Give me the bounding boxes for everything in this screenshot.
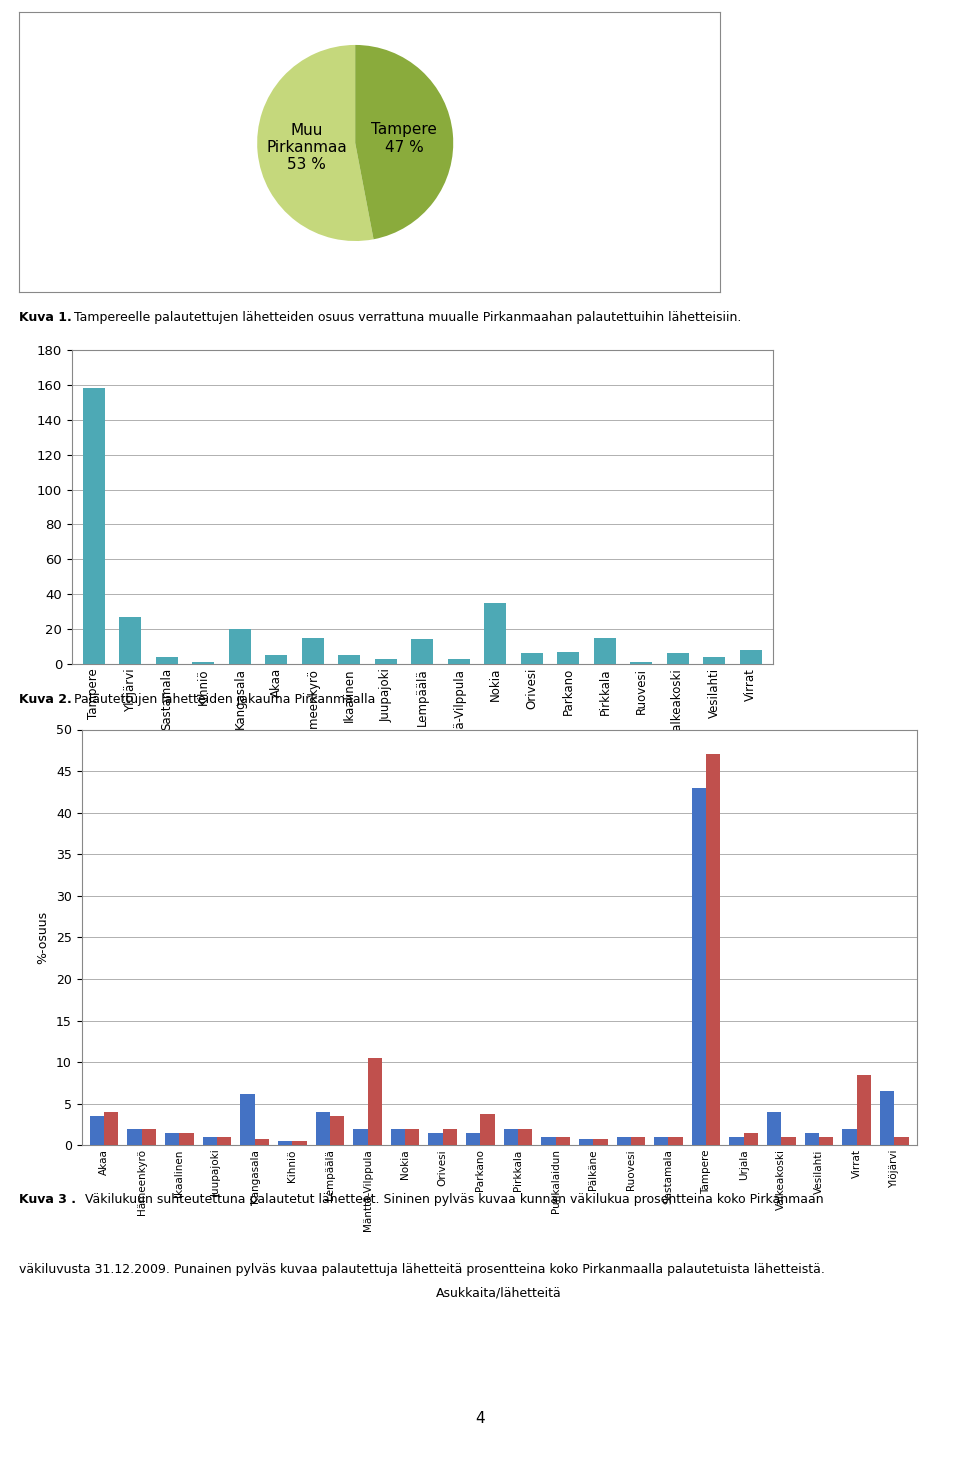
Bar [105, 1112, 118, 1145]
Bar [316, 1112, 330, 1145]
Bar [428, 1132, 443, 1145]
Bar [83, 388, 105, 664]
Bar [485, 603, 506, 664]
Bar [368, 1058, 382, 1145]
Bar [767, 1112, 781, 1145]
Bar [375, 658, 396, 664]
Wedge shape [257, 45, 373, 241]
Bar [730, 1137, 744, 1145]
Bar [781, 1137, 796, 1145]
Bar [165, 1132, 180, 1145]
Text: Palautettujen lähetteiden jakauma Pirkanmaalla: Palautettujen lähetteiden jakauma Pirkan… [70, 693, 375, 706]
Bar [448, 658, 469, 664]
Bar [292, 1141, 306, 1145]
Bar [240, 1094, 254, 1145]
Bar [142, 1129, 156, 1145]
Bar [558, 652, 579, 664]
Text: 4: 4 [475, 1411, 485, 1427]
Bar [819, 1137, 833, 1145]
Bar [707, 754, 720, 1145]
Bar [842, 1129, 856, 1145]
Bar [894, 1137, 908, 1145]
Bar [119, 617, 141, 664]
Bar [804, 1132, 819, 1145]
Bar [556, 1137, 570, 1145]
Bar [353, 1129, 368, 1145]
Text: Kuva 3 .: Kuva 3 . [19, 1193, 76, 1207]
Bar [541, 1137, 556, 1145]
Text: Tampere
47 %: Tampere 47 % [372, 123, 437, 155]
Bar [391, 1129, 405, 1145]
Bar [156, 657, 178, 664]
Bar [579, 1139, 593, 1145]
Bar [518, 1129, 532, 1145]
Bar [217, 1137, 231, 1145]
Bar [278, 1141, 292, 1145]
Bar [90, 1116, 105, 1145]
Bar [744, 1132, 758, 1145]
Bar [654, 1137, 668, 1145]
Y-axis label: %-osuus: %-osuus [36, 910, 49, 964]
Text: väkiluvusta 31.12.2009. Punainen pylväs kuvaa palautettuja lähetteitä prosenttei: väkiluvusta 31.12.2009. Punainen pylväs … [19, 1263, 825, 1277]
Bar [128, 1129, 142, 1145]
Bar [228, 629, 251, 664]
Bar [668, 1137, 683, 1145]
X-axis label: Asukkaita/lähetteitä: Asukkaita/lähetteitä [437, 1287, 562, 1300]
Bar [266, 655, 287, 664]
Bar [405, 1129, 420, 1145]
Bar [631, 662, 653, 664]
Bar [412, 639, 433, 664]
Bar [593, 1139, 608, 1145]
Bar [692, 788, 707, 1145]
Bar [254, 1138, 269, 1145]
Bar [704, 657, 726, 664]
Bar [192, 662, 214, 664]
Bar [740, 649, 762, 664]
Bar [339, 655, 360, 664]
Bar [443, 1129, 457, 1145]
Bar [856, 1075, 871, 1145]
Bar [302, 638, 324, 664]
Bar [480, 1113, 494, 1145]
Bar [616, 1137, 631, 1145]
Text: Muu
Pirkanmaa
53 %: Muu Pirkanmaa 53 % [266, 123, 347, 172]
Wedge shape [355, 45, 453, 239]
Bar [667, 654, 689, 664]
Bar [631, 1137, 645, 1145]
Bar [504, 1129, 518, 1145]
Bar [467, 1132, 480, 1145]
Bar [521, 654, 542, 664]
Bar [330, 1116, 345, 1145]
Text: Kuva 2.: Kuva 2. [19, 693, 72, 706]
Bar [203, 1137, 217, 1145]
Bar [594, 638, 616, 664]
Text: Väkilukuun suhteutettuna palautetut lähetteet. Sininen pylväs kuvaa kunnan väkil: Väkilukuun suhteutettuna palautetut lähe… [77, 1193, 824, 1207]
Text: Tampereelle palautettujen lähetteiden osuus verrattuna muualle Pirkanmaahan pala: Tampereelle palautettujen lähetteiden os… [70, 311, 741, 324]
Bar [880, 1091, 894, 1145]
Text: Kuva 1.: Kuva 1. [19, 311, 72, 324]
Bar [180, 1132, 194, 1145]
